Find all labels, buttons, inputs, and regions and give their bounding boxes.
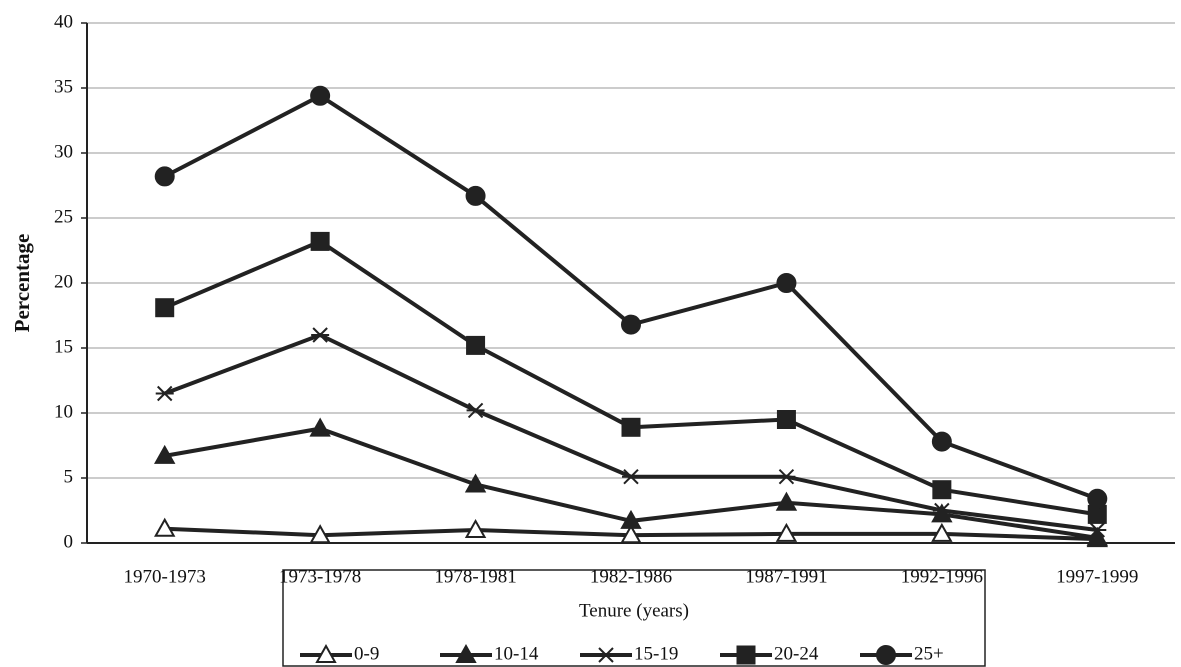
y-tick-label: 5	[64, 466, 74, 487]
x-tick-label: 1987-1991	[745, 566, 827, 587]
point	[775, 491, 798, 511]
point	[621, 314, 641, 335]
y-tick-label: 35	[54, 76, 73, 97]
point	[466, 335, 486, 355]
y-axis-label: Percentage	[10, 234, 34, 333]
point	[775, 522, 798, 542]
point	[315, 643, 337, 663]
x-tick-label: 1982-1986	[590, 566, 672, 587]
x-tick-label: 1992-1996	[901, 566, 983, 587]
x-tick-label: 1997-1999	[1056, 566, 1138, 587]
point	[622, 468, 640, 485]
point	[876, 645, 896, 665]
point	[1087, 488, 1108, 509]
y-tick-label: 20	[54, 271, 73, 292]
point	[154, 166, 175, 187]
point	[736, 645, 756, 665]
point	[311, 327, 330, 343]
point	[931, 431, 952, 452]
legend-label: 10-14	[494, 643, 539, 664]
legend-box	[282, 569, 986, 667]
point	[1088, 522, 1107, 538]
point	[455, 643, 477, 663]
point	[466, 402, 485, 419]
legend-label: 25+	[914, 643, 944, 664]
y-tick-label: 10	[54, 401, 73, 422]
x-axis-label: Tenure (years)	[579, 600, 689, 621]
point	[932, 480, 952, 500]
legend-label: 20-24	[774, 643, 819, 664]
point	[465, 185, 486, 206]
x-tick-label: 1978-1981	[434, 566, 516, 587]
point	[154, 517, 176, 537]
point	[309, 417, 331, 437]
x-tick-label: 1970-1973	[124, 566, 206, 587]
point	[154, 444, 176, 464]
point	[776, 410, 796, 429]
point	[597, 647, 615, 663]
point	[155, 298, 175, 318]
point	[621, 417, 641, 437]
x-tick-label: 1973-1978	[279, 566, 361, 587]
point	[155, 385, 174, 402]
y-tick-label: 0	[64, 531, 74, 552]
point	[777, 468, 796, 485]
legend-label: 0-9	[354, 643, 379, 664]
legend-label: 15-19	[634, 643, 678, 664]
point	[310, 231, 330, 251]
series-line	[163, 93, 1098, 501]
y-tick-label: 15	[54, 336, 73, 357]
y-tick-label: 25	[54, 206, 73, 227]
point	[464, 518, 487, 538]
y-tick-label: 40	[54, 11, 73, 32]
point	[776, 273, 797, 293]
point	[464, 473, 487, 493]
point	[620, 524, 642, 544]
point	[620, 509, 642, 529]
point	[309, 524, 331, 544]
point	[1086, 526, 1108, 546]
point	[932, 502, 951, 519]
point	[931, 522, 953, 542]
point	[310, 85, 331, 106]
y-tick-label: 30	[54, 141, 73, 162]
point	[931, 503, 953, 523]
